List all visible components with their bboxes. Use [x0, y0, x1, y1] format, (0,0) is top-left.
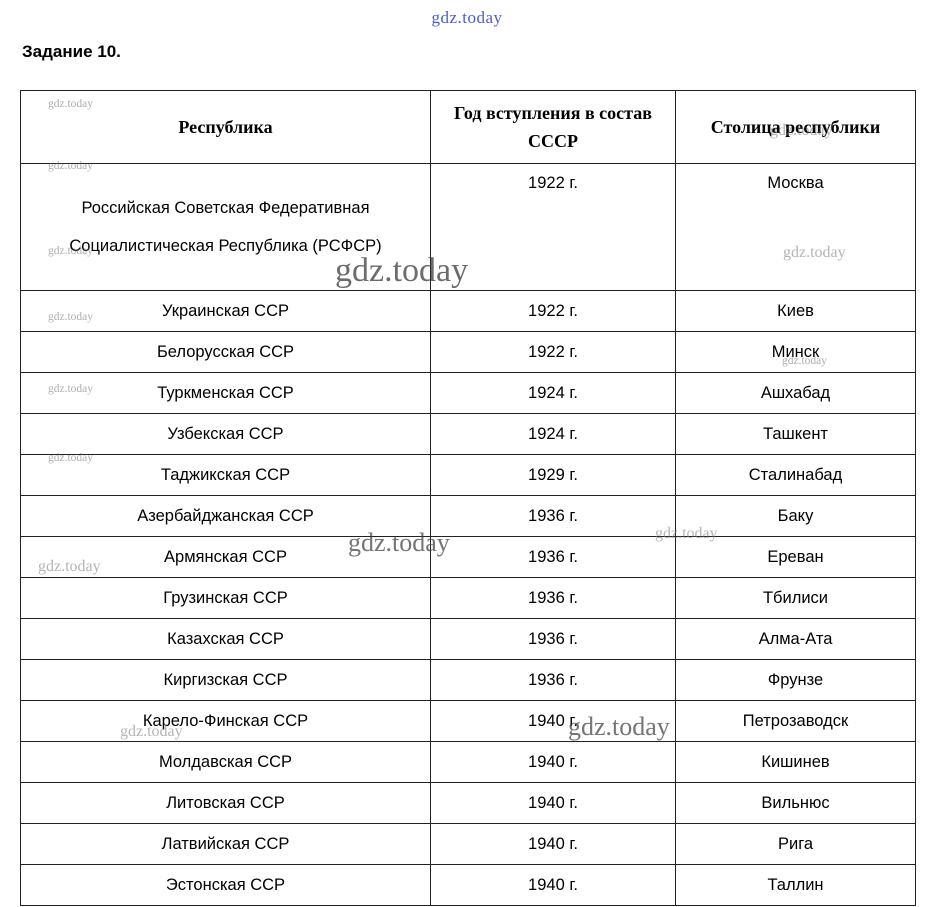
- republics-table: Республика Год вступления в состав СССР …: [20, 90, 916, 906]
- cell-year: 1936 г.: [430, 536, 676, 578]
- table-header: Республика Год вступления в состав СССР …: [20, 90, 916, 164]
- cell-capital: Петрозаводск: [675, 700, 916, 742]
- cell-year: 1940 г.: [430, 700, 676, 742]
- table-row: Узбекская ССР 1924 г. Ташкент: [20, 413, 916, 455]
- cell-capital: Москва: [675, 163, 916, 291]
- cell-capital: Ташкент: [675, 413, 916, 455]
- table-row: Украинская ССР 1922 г. Киев: [20, 290, 916, 332]
- cell-capital: Кишинев: [675, 741, 916, 783]
- cell-capital: Сталинабад: [675, 454, 916, 496]
- cell-capital: Киев: [675, 290, 916, 332]
- cell-capital: Таллин: [675, 864, 916, 906]
- cell-capital: Алма-Ата: [675, 618, 916, 660]
- cell-year: 1924 г.: [430, 372, 676, 414]
- cell-year: 1940 г.: [430, 864, 676, 906]
- cell-republic: Азербайджанская ССР: [20, 495, 431, 537]
- cell-capital: Баку: [675, 495, 916, 537]
- cell-republic: Туркменская ССР: [20, 372, 431, 414]
- table-row: Казахская ССР 1936 г. Алма-Ата: [20, 618, 916, 660]
- cell-year: 1940 г.: [430, 823, 676, 865]
- cell-year: 1940 г.: [430, 741, 676, 783]
- table-row: Туркменская ССР 1924 г. Ашхабад: [20, 372, 916, 414]
- cell-capital: Ереван: [675, 536, 916, 578]
- table-row: Таджикская ССР 1929 г. Сталинабад: [20, 454, 916, 496]
- cell-republic: Украинская ССР: [20, 290, 431, 332]
- table-body: Российская Советская Федеративная Социал…: [20, 163, 916, 906]
- column-header-capital: Столица республики: [675, 90, 916, 164]
- cell-republic: Российская Советская Федеративная Социал…: [20, 163, 431, 291]
- cell-republic: Киргизская ССР: [20, 659, 431, 701]
- cell-year: 1922 г.: [430, 163, 676, 291]
- column-header-year: Год вступления в состав СССР: [430, 90, 676, 164]
- table-header-row: Республика Год вступления в состав СССР …: [20, 90, 916, 164]
- cell-republic: Эстонская ССР: [20, 864, 431, 906]
- cell-republic: Казахская ССР: [20, 618, 431, 660]
- cell-republic: Узбекская ССР: [20, 413, 431, 455]
- table-row: Белорусская ССР 1922 г. Минск: [20, 331, 916, 373]
- cell-year: 1936 г.: [430, 577, 676, 619]
- cell-capital: Рига: [675, 823, 916, 865]
- table-row: Грузинская ССР 1936 г. Тбилиси: [20, 577, 916, 619]
- cell-republic: Таджикская ССР: [20, 454, 431, 496]
- page-title: Задание 10.: [22, 42, 121, 61]
- cell-capital: Вильнюс: [675, 782, 916, 824]
- cell-republic: Латвийская ССР: [20, 823, 431, 865]
- cell-capital: Тбилиси: [675, 577, 916, 619]
- table-row: Эстонская ССР 1940 г. Таллин: [20, 864, 916, 906]
- table-row: Молдавская ССР 1940 г. Кишинев: [20, 741, 916, 783]
- table-row: Азербайджанская ССР 1936 г. Баку: [20, 495, 916, 537]
- cell-year: 1936 г.: [430, 495, 676, 537]
- cell-year: 1924 г.: [430, 413, 676, 455]
- cell-year: 1929 г.: [430, 454, 676, 496]
- table-row: Карело-Финская ССР 1940 г. Петрозаводск: [20, 700, 916, 742]
- cell-republic: Карело-Финская ССР: [20, 700, 431, 742]
- column-header-republic: Республика: [20, 90, 431, 164]
- cell-year: 1922 г.: [430, 290, 676, 332]
- table-row: Киргизская ССР 1936 г. Фрунзе: [20, 659, 916, 701]
- cell-capital: Фрунзе: [675, 659, 916, 701]
- cell-year: 1922 г.: [430, 331, 676, 373]
- watermark-top: gdz.today: [431, 8, 503, 27]
- cell-republic: Армянская ССР: [20, 536, 431, 578]
- cell-republic: Литовская ССР: [20, 782, 431, 824]
- cell-republic: Грузинская ССР: [20, 577, 431, 619]
- cell-year: 1936 г.: [430, 618, 676, 660]
- table-row: Российская Советская Федеративная Социал…: [20, 163, 916, 291]
- cell-capital: Минск: [675, 331, 916, 373]
- cell-republic: Молдавская ССР: [20, 741, 431, 783]
- cell-year: 1936 г.: [430, 659, 676, 701]
- table-row: Латвийская ССР 1940 г. Рига: [20, 823, 916, 865]
- table-row: Армянская ССР 1936 г. Ереван: [20, 536, 916, 578]
- table-row: Литовская ССР 1940 г. Вильнюс: [20, 782, 916, 824]
- cell-capital: Ашхабад: [675, 372, 916, 414]
- cell-year: 1940 г.: [430, 782, 676, 824]
- cell-republic: Белорусская ССР: [20, 331, 431, 373]
